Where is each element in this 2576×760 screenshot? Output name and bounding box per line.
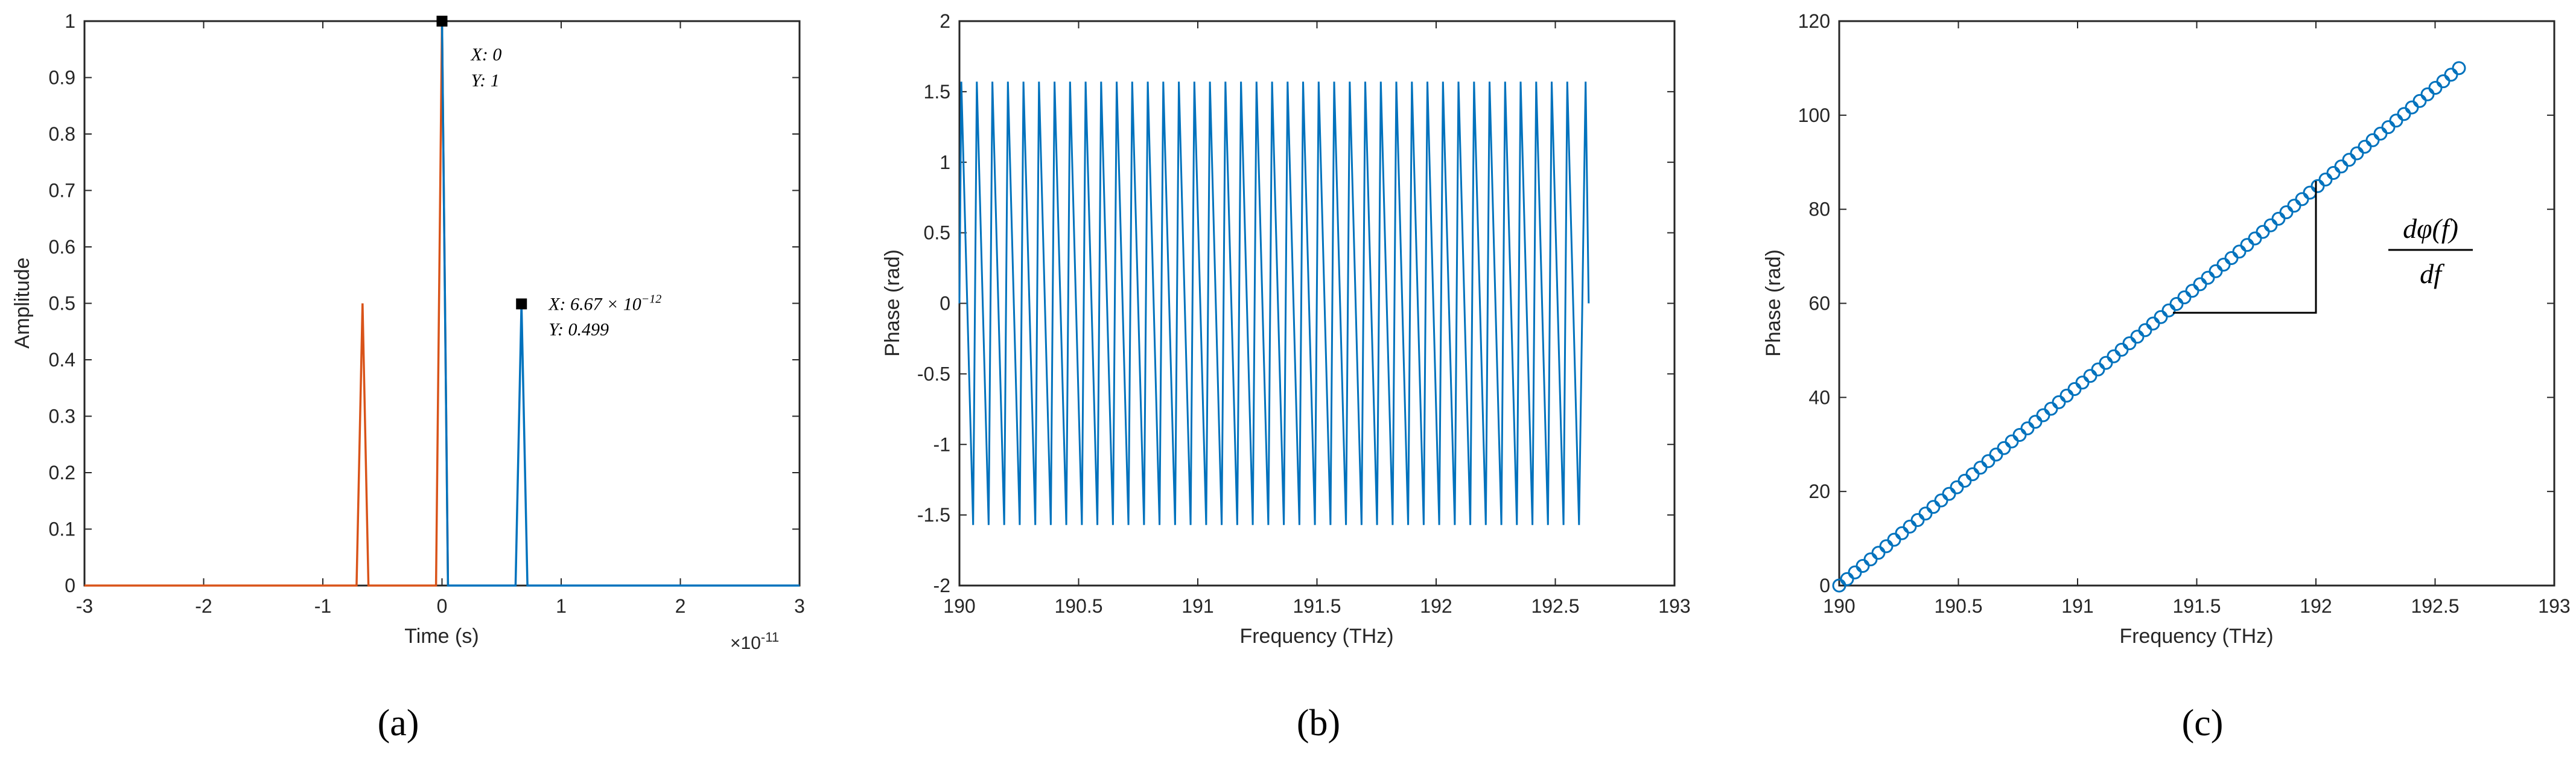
x-tick-label: 191 [1181,595,1213,617]
y-tick-label: -0.5 [917,363,950,385]
y-tick-label: 100 [1798,104,1830,126]
slope-numerator: dφ(f) [2403,213,2458,244]
x-tick-label: 192.5 [2411,595,2459,617]
x-tick-label: 193 [2538,595,2570,617]
panel-a-x-axis-label: Time (s) [404,625,479,648]
panel-a-ticks: -3 -2 -1 0 1 2 3 0 0.1 0.2 0.3 0.4 0.5 0.6 0.7 0.8 0.9 1 [49,10,805,617]
y-tick-label: 0 [65,575,75,596]
datatip-peak-1-x: X: 0 [471,45,502,65]
x-tick-label: 190.5 [1054,595,1102,617]
y-tick-label: 0.1 [49,519,75,540]
panel-b-phase-wrapped: 190 190.5 191 191.5 192 192.5 193 -2 -1.5 -1 -0.5 0… [881,10,1691,744]
panel-b-ticks: 190 190.5 191 191.5 192 192.5 193 -2 -1.5 -1 -0.5 0… [917,10,1691,617]
panel-a-y-axis-label: Amplitude [11,257,34,348]
x-tick-label: -1 [314,595,331,617]
x-tick-label: 1 [556,595,567,617]
panel-b-y-axis-label: Phase (rad) [881,249,904,357]
y-tick-label: 2 [940,10,950,32]
phase-wrapped-line [958,81,1590,525]
y-tick-label: 80 [1808,199,1830,220]
y-tick-label: 0.5 [924,222,950,244]
datatip-marker-peak-1[interactable] [436,16,448,27]
x-tick-label: 2 [675,595,686,617]
panel-b-x-axis-label: Frequency (THz) [1239,625,1393,648]
y-tick-label: 120 [1798,10,1830,32]
x-tick-label: 190.5 [1934,595,1982,617]
panel-a-x-exponent: ×10-11 [730,630,779,653]
x-tick-label: 192 [1420,595,1452,617]
panel-b-caption: (b) [1297,703,1340,744]
panel-c-series [1832,61,2466,593]
x-tick-label: 193 [1658,595,1690,617]
y-tick-label: 20 [1808,481,1830,502]
y-tick-label: 0 [940,293,950,315]
datatip-peak-1-y: Y: 1 [471,71,500,91]
y-tick-label: 0.3 [49,406,75,427]
y-tick-label: 0.5 [49,293,75,315]
y-tick-label: 1 [940,152,950,173]
x-tick-label: 0 [437,595,448,617]
y-tick-label: 0.2 [49,462,75,484]
x-tick-label: 190 [943,595,975,617]
y-tick-label: 0.9 [49,67,75,89]
panel-a-time-domain: -3 -2 -1 0 1 2 300.10.20.30.40.50.60.70.80.91 … [11,10,805,744]
slope-denominator: df [2420,258,2445,289]
x-tick-label: 192.5 [1531,595,1579,617]
panel-c-phase-unwrapped: 190 190.5 191 191.5 192 192.5 193 0 20 40 60 80 100 1… [1762,10,2571,744]
y-tick-label: 0 [1819,575,1830,596]
x-tick-label: -2 [195,595,212,617]
panel-a-caption: (a) [378,703,419,744]
y-tick-label: 1 [65,10,75,32]
x-tick-label: -3 [76,595,93,617]
panel-a-datatips: X: 0 Y: 1 X: 6.67 × 10−12 Y: 0.499 [436,16,661,339]
x-tick-label: 3 [794,595,805,617]
x-tick-label: 190 [1823,595,1855,617]
panel-b-series [958,81,1590,525]
panel-c-y-axis-label: Phase (rad) [1762,249,1785,357]
y-tick-label: 40 [1808,386,1830,408]
y-tick-label: 0.7 [49,180,75,202]
series-line-2 [440,21,800,587]
y-tick-label: 0.8 [49,123,75,145]
y-tick-label: 0.4 [49,349,75,371]
panel-c-plot-frame [1838,20,2555,587]
datatip-peak-2-y: Y: 0.499 [549,319,609,339]
datatip-peak-2-x: X: 6.67 × 10−12 [548,292,661,314]
x-tick-label: 191.5 [2172,595,2221,617]
datatip-marker-peak-2[interactable] [516,298,527,310]
panel-c-slope-annotation: dφ(f) df [2173,180,2473,314]
y-tick-label: -1.5 [917,504,950,526]
scatter-point [2452,61,2466,75]
y-tick-label: -2 [933,575,950,596]
y-tick-label: -1 [933,433,950,455]
x-tick-label: 191.5 [1293,595,1341,617]
x-tick-label: 191 [2061,595,2093,617]
panel-c-caption: (c) [2182,703,2224,744]
panel-c-x-axis-label: Frequency (THz) [2119,625,2273,648]
y-tick-label: 1.5 [924,81,950,103]
y-tick-label: 0.6 [49,236,75,258]
panel-c-ticks: 190 190.5 191 191.5 192 192.5 193 0 20 40 60 80 100 1… [1798,10,2571,617]
slope-triangle [2173,180,2317,314]
y-tick-label: 60 [1808,293,1830,315]
x-tick-label: 192 [2300,595,2332,617]
